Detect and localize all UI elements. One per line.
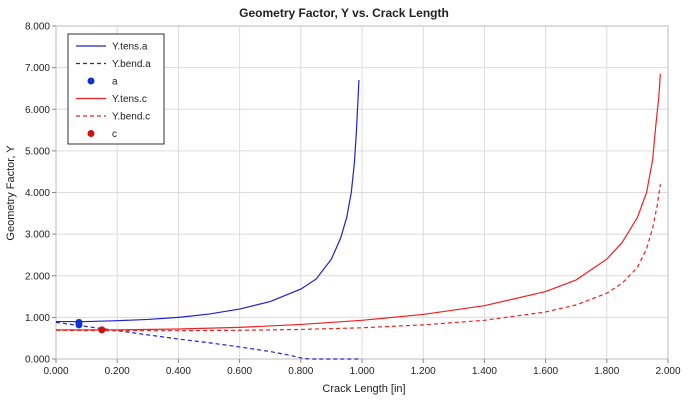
x-tick-label: 0.000 — [43, 366, 68, 377]
legend-label-y-bend-a: Y.bend.a — [112, 59, 151, 70]
x-tick-label: 1.200 — [411, 366, 436, 377]
x-tick-label: 1.000 — [349, 366, 374, 377]
x-tick-label: 2.000 — [655, 366, 680, 377]
x-tick-label: 1.800 — [594, 366, 619, 377]
y-axis-title: Geometry Factor, Y — [5, 145, 17, 241]
y-tick-label: 5.000 — [25, 146, 50, 157]
series-point-c — [98, 326, 106, 334]
x-tick-label: 1.600 — [533, 366, 558, 377]
chart-title: Geometry Factor, Y vs. Crack Length — [239, 6, 449, 20]
y-tick-label: 6.000 — [25, 105, 50, 116]
legend: Y.tens.a Y.bend.a a Y.tens.c Y.bend.c c — [67, 33, 165, 145]
data-series — [55, 73, 661, 360]
legend-label-y-tens-a: Y.tens.a — [112, 42, 148, 53]
x-tick-label: 0.400 — [166, 366, 191, 377]
x-tick-label: 1.400 — [472, 366, 497, 377]
y-tick-label: 8.000 — [25, 22, 50, 33]
legend-marker-a — [87, 77, 95, 85]
series-line-y-tens-a — [56, 80, 360, 323]
y-tick-label: 4.000 — [25, 188, 50, 199]
legend-label-y-bend-c: Y.bend.c — [112, 112, 150, 123]
legend-label-y-tens-c: Y.tens.c — [112, 94, 147, 105]
x-axis-ticks: 0.000 0.200 0.400 0.600 0.800 1.000 1.200 1.400… — [43, 359, 681, 377]
x-tick-label: 0.600 — [227, 366, 252, 377]
series-line-y-bend-c — [55, 184, 661, 332]
x-tick-label: 0.200 — [105, 366, 130, 377]
y-tick-label: 3.000 — [25, 230, 50, 241]
y-tick-label: 7.000 — [25, 63, 50, 74]
y-tick-label: 0.000 — [25, 355, 50, 366]
legend-box — [67, 33, 165, 145]
y-tick-label: 1.000 — [25, 313, 50, 324]
legend-marker-c — [87, 130, 95, 137]
legend-label-c: c — [112, 129, 117, 140]
x-axis-title: Crack Length [in] — [322, 383, 405, 395]
legend-label-a: a — [112, 77, 118, 88]
x-tick-label: 0.800 — [288, 366, 313, 377]
y-tick-label: 2.000 — [25, 271, 50, 282]
y-axis-ticks: 0.000 1.000 2.000 3.000 4.000 5.000 6.000 7.000… — [25, 22, 56, 366]
series-point-a — [75, 321, 83, 329]
series-line-y-tens-c — [56, 73, 661, 331]
